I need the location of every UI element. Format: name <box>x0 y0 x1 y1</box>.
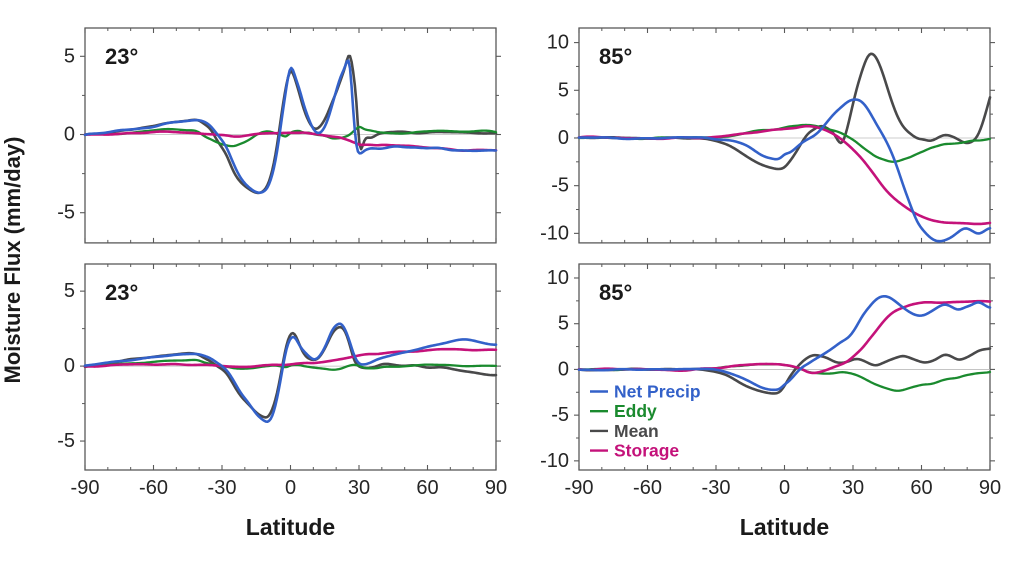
svg-text:-5: -5 <box>57 430 75 452</box>
svg-text:23°: 23° <box>105 44 138 69</box>
svg-text:60: 60 <box>910 477 932 499</box>
svg-text:0: 0 <box>64 355 75 377</box>
svg-text:5: 5 <box>558 313 569 335</box>
svg-text:Moisture Flux (mm/day): Moisture Flux (mm/day) <box>0 137 25 384</box>
svg-text:10: 10 <box>547 267 569 289</box>
svg-text:Latitude: Latitude <box>246 514 335 540</box>
svg-text:85°: 85° <box>599 280 632 305</box>
svg-text:-5: -5 <box>57 202 75 224</box>
svg-text:5: 5 <box>64 45 75 67</box>
svg-text:Latitude: Latitude <box>740 514 829 540</box>
svg-text:0: 0 <box>558 358 569 380</box>
svg-text:-60: -60 <box>139 477 168 499</box>
svg-text:90: 90 <box>979 477 1001 499</box>
svg-text:30: 30 <box>348 477 370 499</box>
svg-text:0: 0 <box>558 127 569 149</box>
svg-text:-5: -5 <box>551 175 569 197</box>
svg-text:10: 10 <box>547 32 569 54</box>
svg-text:30: 30 <box>842 477 864 499</box>
svg-text:-30: -30 <box>208 477 237 499</box>
svg-text:-90: -90 <box>565 477 594 499</box>
svg-text:Storage: Storage <box>614 441 679 461</box>
svg-text:Net Precip: Net Precip <box>614 382 701 402</box>
svg-text:-10: -10 <box>540 450 569 472</box>
svg-text:-30: -30 <box>702 477 731 499</box>
svg-text:60: 60 <box>416 477 438 499</box>
svg-text:0: 0 <box>285 477 296 499</box>
svg-text:-90: -90 <box>71 477 100 499</box>
svg-text:-10: -10 <box>540 222 569 244</box>
svg-text:0: 0 <box>64 124 75 146</box>
svg-text:5: 5 <box>64 280 75 302</box>
svg-text:0: 0 <box>779 477 790 499</box>
svg-text:Eddy: Eddy <box>614 401 657 421</box>
svg-text:-5: -5 <box>551 404 569 426</box>
svg-text:85°: 85° <box>599 44 632 69</box>
svg-text:5: 5 <box>558 79 569 101</box>
svg-text:-60: -60 <box>633 477 662 499</box>
svg-text:23°: 23° <box>105 280 138 305</box>
svg-text:Mean: Mean <box>614 421 659 441</box>
svg-text:90: 90 <box>485 477 507 499</box>
